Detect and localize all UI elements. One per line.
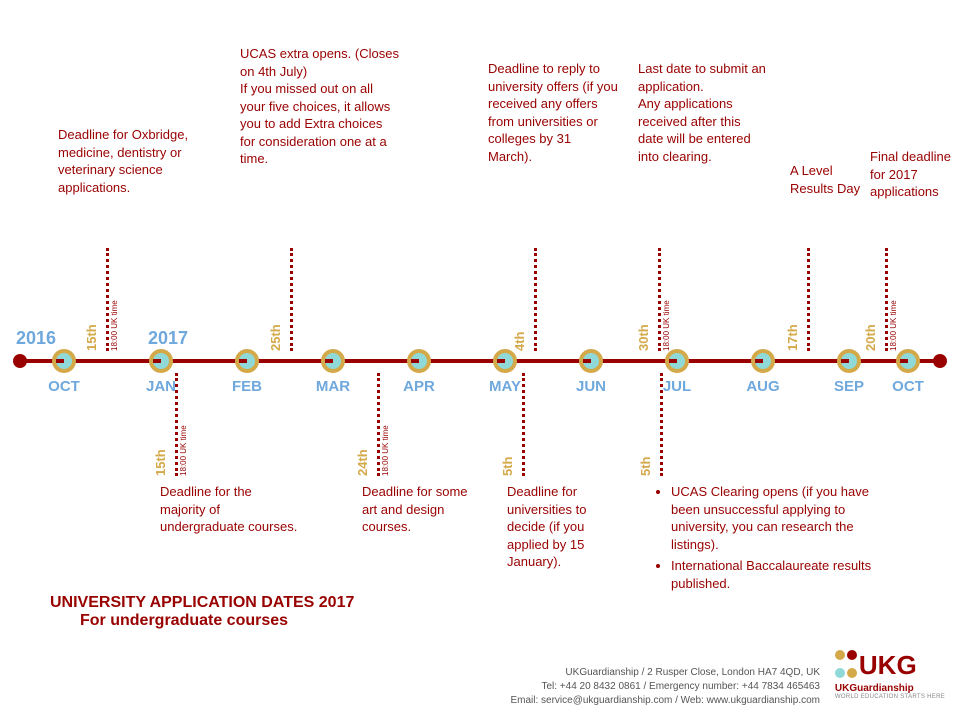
month-node — [235, 349, 259, 373]
year-label: 2016 — [16, 328, 56, 349]
node-dash — [239, 359, 247, 363]
logo-dots — [835, 647, 857, 683]
node-dash — [56, 359, 64, 363]
event-connector — [290, 248, 293, 351]
event-date: 20th — [863, 311, 878, 351]
month-label: APR — [399, 378, 439, 395]
event-description: A Level Results Day — [790, 162, 868, 197]
event-date: 4th — [512, 311, 527, 351]
event-description: Deadline for universities to decide (if … — [507, 483, 627, 571]
month-node — [751, 349, 775, 373]
logo-text: UKG — [859, 650, 917, 681]
event-description: Deadline for some art and design courses… — [362, 483, 482, 536]
month-label: MAR — [313, 378, 353, 395]
logo-dot — [835, 668, 845, 678]
event-connector — [534, 248, 537, 351]
event-connector — [660, 373, 663, 476]
event-date: 5th — [500, 436, 515, 476]
year-label: 2017 — [148, 328, 188, 349]
event-list: UCAS Clearing opens (if you have been un… — [655, 483, 895, 592]
node-dash — [497, 359, 505, 363]
event-list-item: International Baccalaureate results publ… — [671, 557, 895, 592]
event-connector — [377, 373, 380, 476]
event-time: 18:00 UK time — [110, 291, 119, 351]
event-connector — [175, 373, 178, 476]
event-description: Deadline for the majority of undergradua… — [160, 483, 300, 536]
logo-dot — [835, 650, 845, 660]
event-date: 25th — [268, 311, 283, 351]
title-sub: For undergraduate courses — [80, 612, 354, 630]
node-dash — [153, 359, 161, 363]
event-connector — [522, 373, 525, 476]
title-main: UNIVERSITY APPLICATION DATES 2017 — [50, 594, 354, 612]
month-label: OCT — [888, 378, 928, 395]
month-label: JUL — [657, 378, 697, 395]
month-label: OCT — [44, 378, 84, 395]
month-node — [493, 349, 517, 373]
month-node — [407, 349, 431, 373]
month-label: FEB — [227, 378, 267, 395]
month-label: SEP — [829, 378, 869, 395]
node-dash — [583, 359, 591, 363]
event-connector — [106, 248, 109, 351]
node-dash — [755, 359, 763, 363]
event-description: Last date to submit an application.Any a… — [638, 60, 768, 165]
month-node — [837, 349, 861, 373]
event-list-item: UCAS Clearing opens (if you have been un… — [671, 483, 895, 553]
axis-start-point — [13, 354, 27, 368]
month-node — [579, 349, 603, 373]
node-dash — [411, 359, 419, 363]
node-dash — [325, 359, 333, 363]
month-label: MAY — [485, 378, 525, 395]
event-connector — [658, 248, 661, 351]
node-dash — [841, 359, 849, 363]
event-description: Final deadline for 2017 applications — [870, 148, 960, 201]
event-date: 5th — [638, 436, 653, 476]
node-dash — [669, 359, 677, 363]
month-node — [665, 349, 689, 373]
event-connector — [807, 248, 810, 351]
footer-line: Email: service@ukguardianship.com / Web:… — [510, 694, 820, 708]
month-node — [896, 349, 920, 373]
month-node — [321, 349, 345, 373]
event-date: 15th — [84, 311, 99, 351]
axis-end-point — [933, 354, 947, 368]
event-description: Deadline to reply to university offers (… — [488, 60, 618, 165]
event-time: 18:00 UK time — [889, 291, 898, 351]
footer-line: Tel: +44 20 8432 0861 / Emergency number… — [510, 680, 820, 694]
event-date: 17th — [785, 311, 800, 351]
month-label: AUG — [743, 378, 783, 395]
event-time: 18:00 UK time — [381, 416, 390, 476]
node-dash — [900, 359, 908, 363]
logo-block: UKG UKGuardianshipWORLD EDUCATION STARTS … — [835, 647, 945, 700]
footer-line: UKGuardianship / 2 Rusper Close, London … — [510, 666, 820, 680]
event-date: 24th — [355, 436, 370, 476]
logo-row: UKG — [835, 647, 945, 683]
footer-contact: UKGuardianship / 2 Rusper Close, London … — [510, 666, 820, 708]
title-block: UNIVERSITY APPLICATION DATES 2017For und… — [50, 594, 354, 630]
event-time: 18:00 UK time — [662, 291, 671, 351]
logo-dot — [847, 668, 857, 678]
event-description: UCAS extra opens. (Closes on 4th July)If… — [240, 45, 400, 168]
event-date: 30th — [636, 311, 651, 351]
month-node — [149, 349, 173, 373]
event-time: 18:00 UK time — [179, 416, 188, 476]
logo-dot — [847, 650, 857, 660]
month-label: JUN — [571, 378, 611, 395]
logo-subtext: UKGuardianship — [835, 683, 945, 694]
event-description: Deadline for Oxbridge, medicine, dentist… — [58, 126, 218, 196]
event-date: 15th — [153, 436, 168, 476]
logo-tagline: WORLD EDUCATION STARTS HERE — [835, 694, 945, 700]
month-node — [52, 349, 76, 373]
event-description: UCAS Clearing opens (if you have been un… — [655, 483, 895, 596]
event-connector — [885, 248, 888, 351]
